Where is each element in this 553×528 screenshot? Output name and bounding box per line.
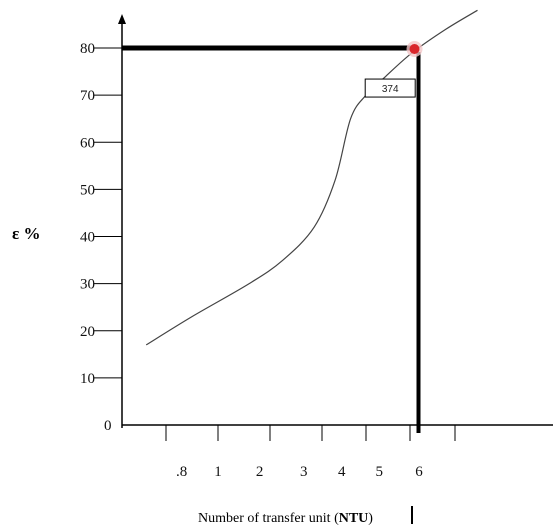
- x-tick-label: 3: [300, 464, 308, 480]
- y-tick-label: 80: [80, 41, 95, 57]
- y-axis-label: ε %: [12, 224, 41, 243]
- x-axis-label: Number of transfer unit (NTU): [198, 511, 373, 526]
- x-tick-label: 2: [256, 464, 264, 480]
- y-axis-arrow-icon: [118, 14, 126, 24]
- y-tick-label: 0: [104, 418, 112, 434]
- y-ticks: 0 10 20 30 40 50 60 70 80: [80, 41, 122, 434]
- x-tick-label: 1: [214, 464, 222, 480]
- x-tick-label: 5: [375, 464, 383, 480]
- y-tick-label: 30: [80, 277, 95, 293]
- annotation-box: [364, 78, 416, 98]
- y-tick-label: 40: [80, 230, 95, 246]
- x-axis-label-bold: NTU: [339, 511, 369, 526]
- x-ticks: .8 1 2 3 4 5 6: [165, 425, 456, 480]
- y-tick-label: 10: [80, 371, 95, 387]
- highlight-point: [409, 44, 420, 54]
- x-axis-label-suffix: ): [368, 511, 373, 526]
- annotation-label: 374: [382, 84, 399, 95]
- x-tick-label: .8: [176, 464, 187, 480]
- x-axis-label-prefix: Number of transfer unit (: [198, 511, 339, 526]
- series-line: [145, 9, 478, 346]
- y-tick-label: 70: [80, 88, 95, 104]
- y-tick-label: 50: [80, 182, 95, 198]
- y-tick-label: 60: [80, 135, 95, 151]
- x-tick-label: 4: [338, 464, 346, 480]
- x-tick-label: 6: [415, 464, 423, 480]
- y-tick-label: 20: [80, 324, 95, 340]
